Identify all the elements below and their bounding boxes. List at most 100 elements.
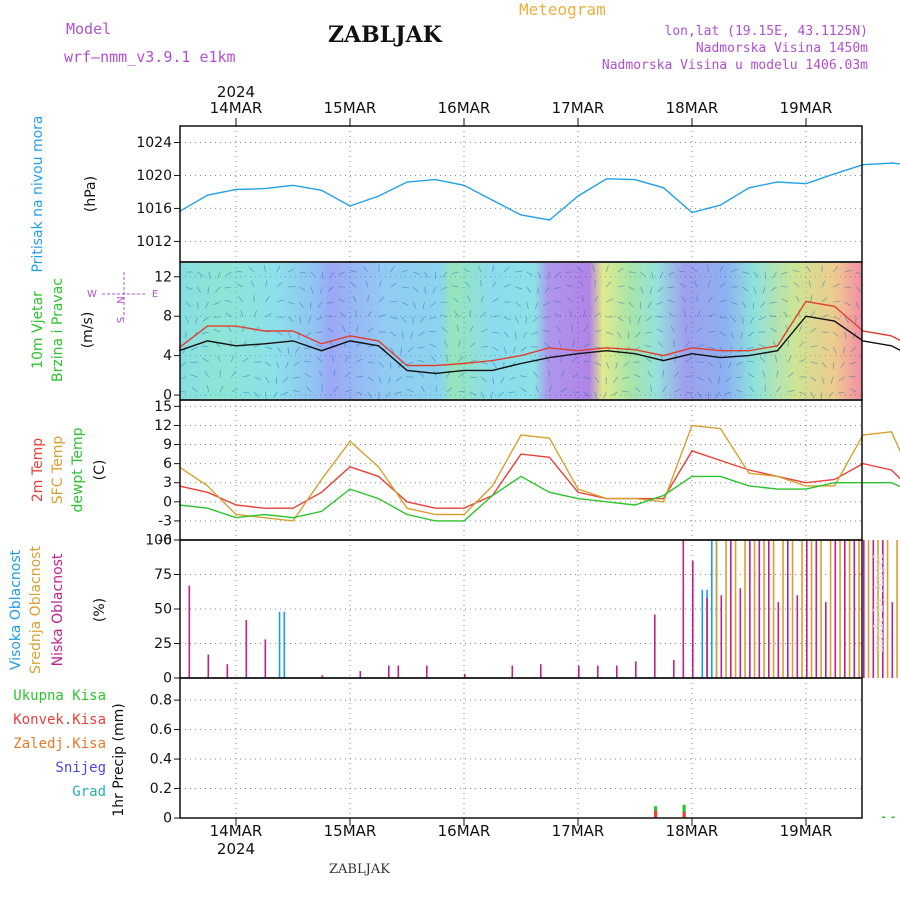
sfctemp-axis-title: SFC Temp <box>50 436 66 505</box>
wind-barb <box>242 391 250 394</box>
wind-barb <box>390 283 397 288</box>
wind-barb <box>776 386 782 393</box>
clouds-bar <box>806 540 808 678</box>
wind-barb <box>775 355 777 363</box>
wind-barb <box>799 391 806 395</box>
chart-kind-title: Meteogram <box>519 0 606 19</box>
wind-barb <box>776 370 779 378</box>
wind-barb <box>265 361 272 367</box>
wind-barb <box>795 295 800 303</box>
wind-barb <box>191 387 198 393</box>
y-tick-label: 9 <box>163 437 172 453</box>
wind-barb <box>458 340 461 348</box>
wind-barb <box>315 344 323 348</box>
clouds-bar <box>896 540 898 678</box>
clouds-bar <box>796 595 799 678</box>
wind-barb <box>543 301 550 306</box>
mid-cloud-axis-title: Srednja Oblacnost <box>28 546 44 674</box>
wind-barb <box>307 316 312 324</box>
clouds-bar <box>388 665 390 678</box>
wind-barb <box>821 280 826 288</box>
clouds-bar <box>188 585 191 678</box>
x-tick-top-label: 19MAR <box>780 99 833 117</box>
wind-barb <box>500 376 505 384</box>
y-tick-label: 50 <box>154 602 172 618</box>
wind-barb <box>420 385 425 393</box>
wind-barb <box>394 391 402 394</box>
wind-barb <box>649 286 652 294</box>
wind-barb <box>469 391 477 396</box>
wind-barb <box>571 356 578 363</box>
wind-barb <box>390 331 397 337</box>
wind-barb <box>558 340 562 348</box>
wind-barb <box>469 359 477 363</box>
y-tick-label: 3 <box>163 475 172 491</box>
wind-barb <box>651 271 654 279</box>
wind-barb <box>265 391 267 399</box>
wind-barb <box>753 271 759 278</box>
wind-barb <box>696 326 703 333</box>
y-tick-label: 75 <box>154 567 172 583</box>
x-tick-bottom-label: 14MAR <box>210 822 263 840</box>
x-tick-bottom-label: 16MAR <box>438 822 491 840</box>
clouds-bar <box>782 540 784 678</box>
wind-barb <box>350 282 357 288</box>
wind-barb <box>583 310 586 318</box>
wind-barb <box>227 325 232 333</box>
wind-barb <box>316 357 323 363</box>
clouds-bar <box>872 540 875 678</box>
wind-barb <box>481 328 488 333</box>
wind-barb <box>783 311 789 318</box>
wind-barb <box>828 391 834 398</box>
wind-barb <box>367 376 374 382</box>
wind-barb <box>855 286 862 293</box>
wind-barb <box>367 310 372 318</box>
chart-frames <box>174 118 863 826</box>
wind-barb <box>522 331 528 339</box>
wind-barb <box>317 301 323 308</box>
wind-barb <box>356 358 363 363</box>
clouds-bar <box>744 540 746 678</box>
clouds-bar <box>877 540 879 678</box>
wind-barb <box>401 331 404 339</box>
wind-barb <box>355 325 359 333</box>
wind-barb <box>810 310 815 318</box>
wind-barb <box>657 286 664 293</box>
wind-barb <box>810 295 813 303</box>
wind-barb <box>498 391 505 397</box>
y-tick-label: 0 <box>163 494 172 510</box>
wind-barb <box>583 326 588 333</box>
wind-barb <box>230 340 232 348</box>
wind-barb <box>273 391 278 399</box>
clouds-bar <box>682 540 685 678</box>
wind-barb <box>201 331 209 335</box>
wind-barb <box>708 346 716 350</box>
wind-barb <box>344 355 349 363</box>
wind-barb <box>719 331 726 336</box>
wind-barb <box>623 361 630 367</box>
wind-barb <box>231 388 238 393</box>
wind-barb <box>644 345 652 348</box>
clouds-bar <box>749 540 751 678</box>
wind-barb <box>581 295 584 303</box>
wind-barb <box>735 389 743 393</box>
wind-barb <box>263 265 266 273</box>
wind-barb <box>378 376 382 384</box>
wind-axis-title: 10m Vjetar <box>30 291 46 369</box>
wind-barb <box>617 285 625 288</box>
clouds-bar <box>692 560 694 678</box>
wind-barb <box>808 280 811 288</box>
precipitation-panel-bg <box>180 678 862 818</box>
clouds-bar <box>578 665 580 678</box>
clouds-bar <box>597 665 599 678</box>
compass-north: N <box>116 296 127 303</box>
wind-barb <box>306 386 312 393</box>
wind-barb <box>435 385 438 393</box>
wind-barb <box>719 282 726 288</box>
y-tick-label: 1012 <box>136 234 172 250</box>
wind-barb <box>512 346 516 354</box>
wind-barb <box>190 346 198 351</box>
wind-barb <box>204 301 210 309</box>
clouds-bar <box>820 540 822 678</box>
chart-labels: 101210161020102404812-6-3036912150255075… <box>8 83 832 858</box>
